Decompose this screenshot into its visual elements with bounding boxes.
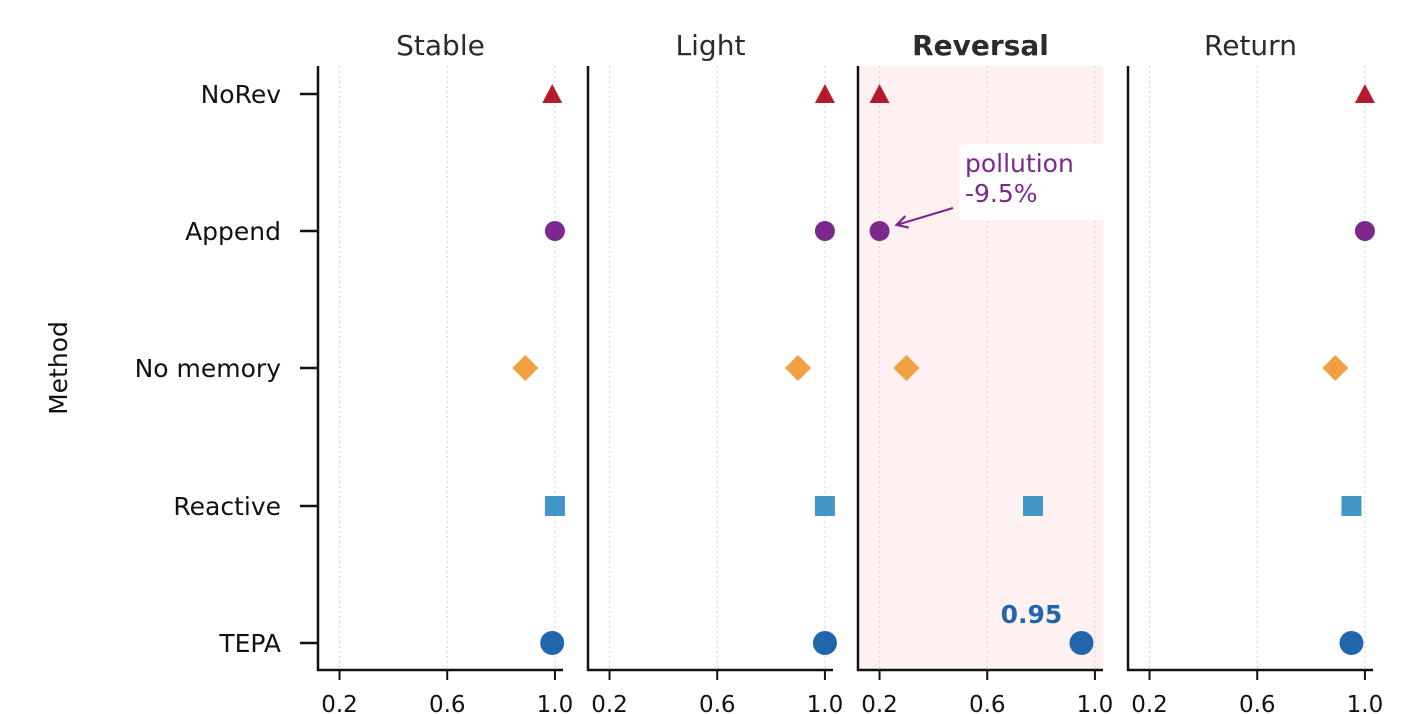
y-tick-label-norev: NoRev (201, 80, 282, 109)
marker-return-tepa (1339, 631, 1364, 655)
marker-return-append (1354, 221, 1375, 241)
panel-title-light: Light (676, 29, 746, 62)
x-tick-label-return-1: 0.6 (1239, 692, 1276, 714)
y-tick-label-reactive: Reactive (173, 492, 281, 521)
marker-return-reactive (1341, 496, 1362, 516)
x-tick-label-stable-2: 1.0 (537, 692, 574, 714)
panel-title-reversal: Reversal (912, 29, 1049, 62)
x-tick-label-reversal-0: 0.2 (861, 692, 898, 714)
marker-stable-reactive (544, 496, 565, 516)
x-tick-label-reversal-1: 0.6 (969, 692, 1006, 714)
annotation-text-line-0: pollution (965, 149, 1074, 178)
panel-title-return: Return (1204, 29, 1297, 62)
x-tick-label-stable-0: 0.2 (321, 692, 358, 714)
marker-light-reactive (814, 496, 835, 516)
x-tick-label-light-1: 0.6 (699, 692, 736, 714)
y-tick-label-tepa: TEPA (218, 629, 281, 658)
annotation-text-line-1: -9.5% (965, 179, 1038, 208)
marker-reversal-no-memory (893, 355, 920, 381)
marker-reversal-append (869, 221, 890, 241)
marker-light-append (814, 221, 835, 241)
x-tick-label-return-2: 1.0 (1347, 692, 1384, 714)
panel-title-stable: Stable (396, 29, 485, 62)
y-axis-title: Method (44, 321, 73, 415)
marker-return-norev (1354, 84, 1375, 103)
x-tick-label-light-2: 1.0 (807, 692, 844, 714)
x-tick-label-stable-1: 0.6 (429, 692, 466, 714)
annotation-box (959, 144, 1103, 220)
y-tick-label-no-memory: No memory (135, 354, 282, 383)
marker-reversal-reactive (1023, 496, 1043, 516)
x-tick-label-light-0: 0.2 (591, 692, 628, 714)
marker-light-no-memory (785, 355, 811, 381)
marker-stable-norev (542, 84, 563, 103)
marker-stable-no-memory (512, 355, 539, 381)
marker-return-no-memory (1322, 355, 1349, 381)
x-tick-label-reversal-2: 1.0 (1077, 692, 1114, 714)
x-tick-label-return-0: 0.2 (1131, 692, 1168, 714)
y-tick-label-append: Append (185, 217, 281, 246)
marker-stable-tepa (540, 631, 565, 655)
marker-reversal-tepa (1069, 631, 1094, 655)
annotation-arrowhead (894, 215, 910, 229)
marker-reversal-norev (869, 84, 890, 103)
data-label-tepa: 0.95 (1001, 600, 1063, 629)
marker-light-norev (814, 84, 835, 103)
marker-light-tepa (812, 631, 837, 655)
marker-stable-append (544, 221, 565, 241)
annotation-arrow (896, 206, 954, 227)
